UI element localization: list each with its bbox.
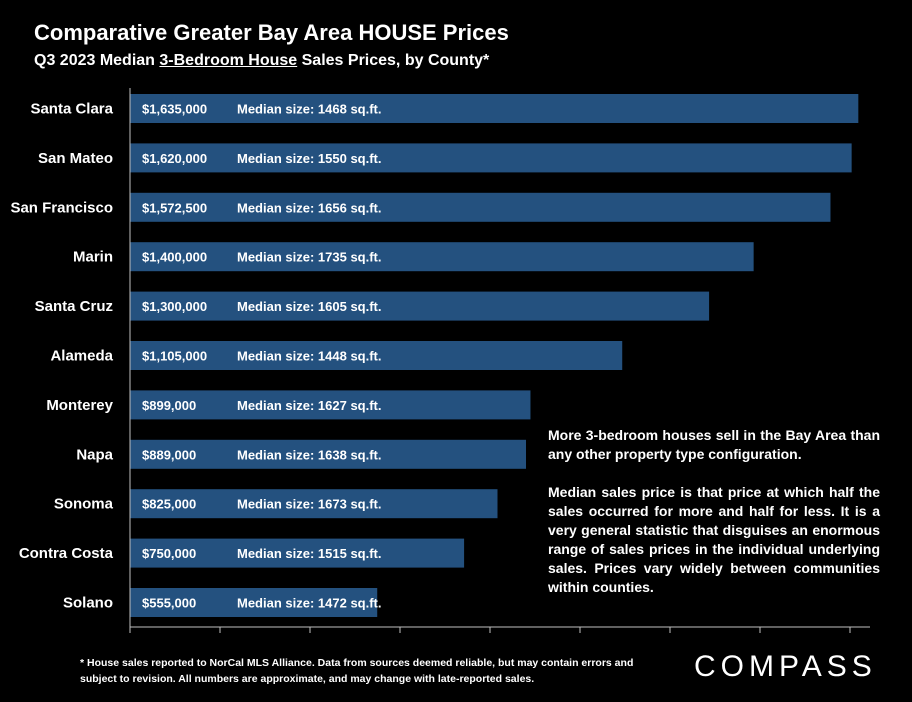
category-label-9: Contra Costa <box>19 545 114 562</box>
value-label-4: $1,300,000 <box>142 299 207 314</box>
bar-3 <box>130 242 754 272</box>
size-label-9: Median size: 1515 sq.ft. <box>237 546 382 561</box>
subtitle-underlined: 3-Bedroom House <box>159 52 298 69</box>
category-label-4: Santa Cruz <box>35 298 113 315</box>
size-label-6: Median size: 1627 sq.ft. <box>237 398 382 413</box>
bar-7 <box>130 439 527 469</box>
size-label-0: Median size: 1468 sq.ft. <box>237 102 382 117</box>
bar-8 <box>130 489 498 519</box>
category-label-1: San Mateo <box>38 150 113 167</box>
size-label-5: Median size: 1448 sq.ft. <box>237 349 382 364</box>
category-label-2: San Francisco <box>10 199 113 216</box>
value-label-1: $1,620,000 <box>142 151 207 166</box>
bar-2 <box>130 192 831 222</box>
explanatory-note: More 3-bedroom houses sell in the Bay Ar… <box>548 426 880 616</box>
size-label-4: Median size: 1605 sq.ft. <box>237 299 382 314</box>
value-label-3: $1,400,000 <box>142 250 207 265</box>
value-label-9: $750,000 <box>142 546 196 561</box>
value-label-8: $825,000 <box>142 497 196 512</box>
size-label-1: Median size: 1550 sq.ft. <box>237 151 382 166</box>
size-label-10: Median size: 1472 sq.ft. <box>237 596 382 611</box>
value-label-5: $1,105,000 <box>142 349 207 364</box>
compass-logo: COMPASS <box>694 650 877 683</box>
bar-5 <box>130 341 623 370</box>
category-label-7: Napa <box>76 446 113 463</box>
value-label-6: $899,000 <box>142 398 196 413</box>
bar-9 <box>130 538 465 568</box>
bar-4 <box>130 291 710 321</box>
size-label-7: Median size: 1638 sq.ft. <box>237 447 382 462</box>
value-label-2: $1,572,500 <box>142 200 207 215</box>
size-label-3: Median size: 1735 sq.ft. <box>237 250 382 265</box>
category-label-0: Santa Clara <box>30 101 113 118</box>
bar-10 <box>130 588 378 617</box>
value-label-7: $889,000 <box>142 447 196 462</box>
value-label-10: $555,000 <box>142 596 196 611</box>
value-label-0: $1,635,000 <box>142 102 207 117</box>
category-label-6: Monterey <box>46 397 113 414</box>
bar-6 <box>130 390 531 420</box>
category-label-5: Alameda <box>50 348 113 365</box>
category-label-3: Marin <box>73 249 113 266</box>
size-label-8: Median size: 1673 sq.ft. <box>237 497 382 512</box>
bar-1 <box>130 143 852 173</box>
chart-title: Comparative Greater Bay Area HOUSE Price… <box>34 20 509 45</box>
size-label-2: Median size: 1656 sq.ft. <box>237 200 382 215</box>
bar-0 <box>130 94 859 123</box>
category-label-10: Solano <box>63 595 113 612</box>
note-paragraph-1: More 3-bedroom houses sell in the Bay Ar… <box>548 427 880 462</box>
chart-subtitle: Q3 2023 Median 3-Bedroom House Sales Pri… <box>34 52 490 69</box>
note-paragraph-2: Median sales price is that price at whic… <box>548 484 880 595</box>
category-label-8: Sonoma <box>54 496 114 513</box>
footnote: * House sales reported to NorCal MLS All… <box>80 657 634 685</box>
